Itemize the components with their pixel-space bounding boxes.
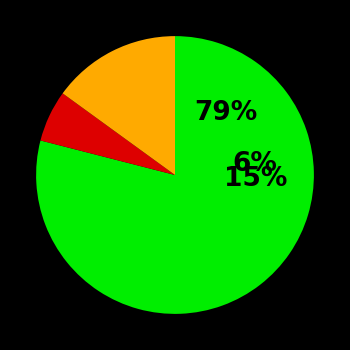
Text: 6%: 6%: [232, 151, 277, 177]
Text: 15%: 15%: [224, 166, 287, 191]
Wedge shape: [36, 36, 314, 314]
Text: 79%: 79%: [195, 100, 258, 126]
Wedge shape: [63, 36, 175, 175]
Wedge shape: [41, 93, 175, 175]
